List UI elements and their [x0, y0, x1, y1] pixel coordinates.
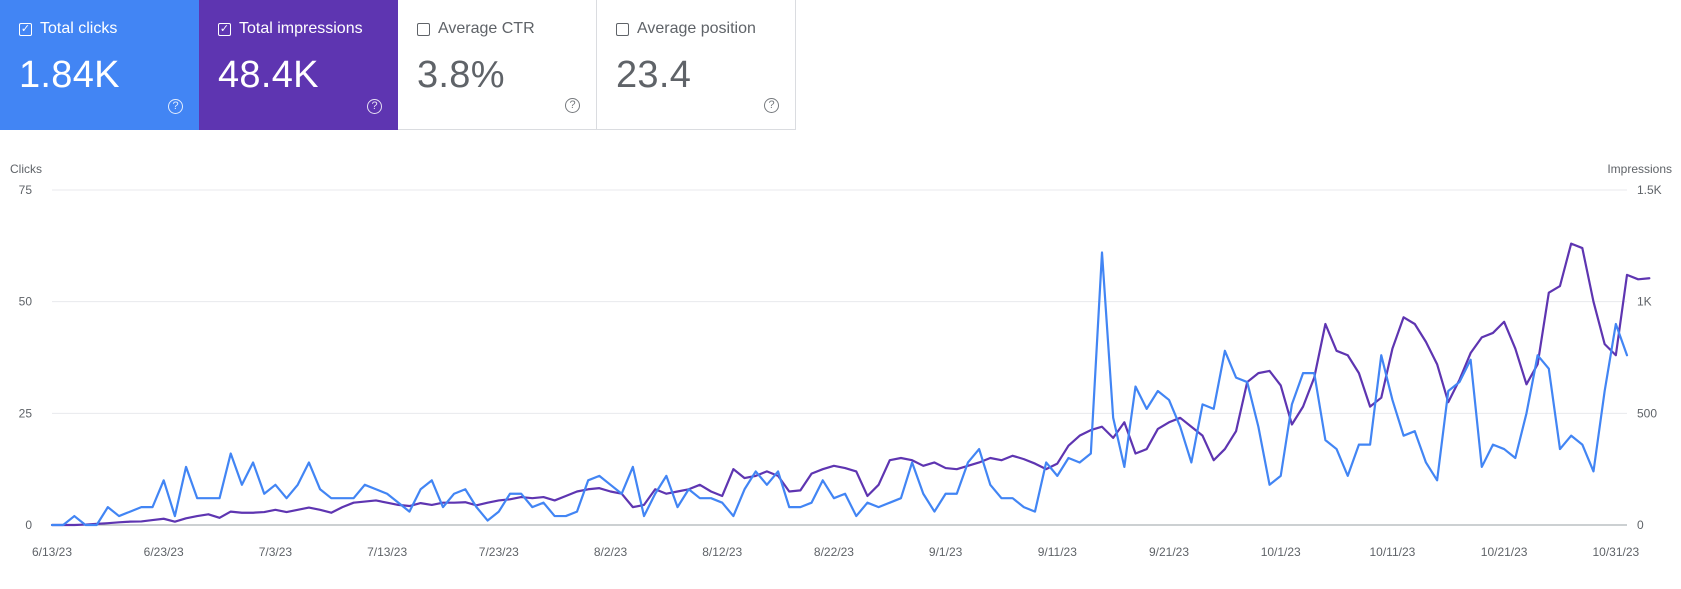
- average-position-value: 23.4: [616, 54, 692, 96]
- y-axis-right: 0 500 1K 1.5K: [1637, 183, 1662, 532]
- x-tick-label: 6/23/23: [144, 545, 184, 559]
- y-left-tick-label: 75: [19, 183, 33, 197]
- average-position-label: Average position: [637, 20, 756, 37]
- y-right-tick-label: 500: [1637, 406, 1657, 420]
- x-tick-label: 9/11/23: [1038, 545, 1077, 559]
- x-tick-label: 10/1/23: [1261, 545, 1301, 559]
- x-tick-label: 7/3/23: [259, 545, 293, 559]
- series-line-clicks: [50, 251, 1629, 527]
- total-clicks-card[interactable]: ✓ Total clicks 1.84K ?: [0, 0, 199, 130]
- y-axis-right-title: Impressions: [1607, 162, 1672, 176]
- checkbox-unchecked-icon[interactable]: [616, 23, 629, 36]
- help-icon[interactable]: ?: [367, 99, 382, 114]
- help-icon[interactable]: ?: [764, 98, 779, 113]
- total-impressions-value: 48.4K: [218, 54, 319, 96]
- performance-chart[interactable]: 0 25 50 75 0 500 1K 1.5K 6/13/23 6/23/23 7/3/23 7…: [0, 150, 1681, 589]
- average-ctr-card[interactable]: Average CTR 3.8% ?: [398, 0, 597, 130]
- x-tick-label: 8/2/23: [594, 545, 628, 559]
- y-left-tick-label: 0: [25, 518, 32, 532]
- x-tick-label: 6/13/23: [32, 545, 72, 559]
- x-tick-label: 10/31/23: [1592, 545, 1639, 559]
- average-position-card[interactable]: Average position 23.4 ?: [597, 0, 796, 130]
- y-left-tick-label: 50: [19, 295, 33, 309]
- average-ctr-value: 3.8%: [417, 54, 505, 96]
- total-impressions-label: Total impressions: [239, 20, 363, 37]
- x-tick-label: 8/22/23: [814, 545, 854, 559]
- x-axis: 6/13/23 6/23/23 7/3/23 7/13/23 7/23/23 8/2/23…: [32, 545, 1640, 559]
- y-right-tick-label: 0: [1637, 518, 1644, 532]
- help-icon[interactable]: ?: [565, 98, 580, 113]
- average-ctr-label: Average CTR: [438, 20, 535, 37]
- chart-series: [50, 242, 1651, 527]
- y-right-tick-label: 1K: [1637, 295, 1652, 309]
- y-left-tick-label: 25: [19, 406, 33, 420]
- total-impressions-card[interactable]: ✓ Total impressions 48.4K ?: [199, 0, 398, 130]
- y-right-tick-label: 1.5K: [1637, 183, 1662, 197]
- x-tick-label: 7/23/23: [479, 545, 519, 559]
- series-line-impressions: [50, 242, 1651, 527]
- y-axis-left: 0 25 50 75: [19, 183, 33, 532]
- x-tick-label: 9/21/23: [1149, 545, 1189, 559]
- x-tick-label: 9/1/23: [929, 545, 963, 559]
- checkbox-checked-icon[interactable]: ✓: [19, 23, 32, 36]
- checkbox-unchecked-icon[interactable]: [417, 23, 430, 36]
- help-icon[interactable]: ?: [168, 99, 183, 114]
- y-axis-left-title: Clicks: [10, 162, 42, 176]
- x-tick-label: 8/12/23: [702, 545, 742, 559]
- x-tick-label: 10/21/23: [1481, 545, 1528, 559]
- total-clicks-value: 1.84K: [19, 54, 120, 96]
- x-tick-label: 10/11/23: [1370, 545, 1416, 559]
- total-clicks-label: Total clicks: [40, 20, 118, 37]
- x-tick-label: 7/13/23: [367, 545, 407, 559]
- metric-cards: ✓ Total clicks 1.84K ? ✓ Total impressio…: [0, 0, 796, 130]
- chart-gridlines: [52, 189, 1627, 526]
- checkbox-checked-icon[interactable]: ✓: [218, 23, 231, 36]
